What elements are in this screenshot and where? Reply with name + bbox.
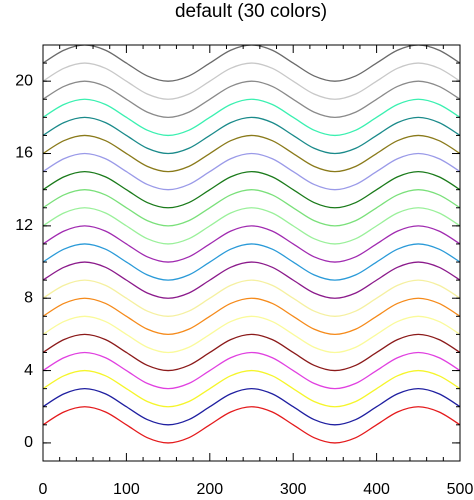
y-tick-label: 16	[15, 145, 33, 162]
y-tick-label: 4	[24, 362, 33, 379]
line-series	[43, 134, 460, 173]
x-tick-label: 300	[280, 481, 307, 498]
x-tick-label: 400	[363, 481, 390, 498]
plot-frame	[42, 44, 461, 462]
line-series	[43, 152, 460, 191]
line-series	[43, 98, 460, 137]
line-series	[43, 388, 460, 426]
y-tick-label: 20	[15, 72, 33, 89]
line-series	[43, 225, 460, 263]
y-tick-label: 8	[24, 289, 33, 306]
line-series	[43, 333, 460, 372]
line-series	[43, 369, 460, 408]
line-series	[43, 80, 460, 118]
line-series	[43, 406, 460, 444]
line-series	[43, 62, 460, 100]
x-tick-label: 500	[447, 481, 474, 498]
line-series	[43, 297, 460, 336]
line-series	[43, 170, 460, 209]
x-tick-label: 200	[196, 481, 223, 498]
line-series	[43, 243, 460, 281]
y-tick-label: 12	[15, 217, 33, 234]
line-series	[43, 189, 460, 227]
line-series	[43, 261, 460, 299]
line-series	[43, 279, 460, 317]
y-tick-label: 0	[24, 434, 33, 451]
line-series	[43, 315, 460, 354]
chart-title: default (30 colors)	[175, 1, 327, 22]
line-series	[43, 116, 460, 155]
x-tick-label: 0	[39, 481, 48, 498]
line-series	[43, 351, 460, 390]
line-series	[43, 207, 460, 245]
line-series	[43, 45, 460, 82]
x-tick-label: 100	[113, 481, 140, 498]
